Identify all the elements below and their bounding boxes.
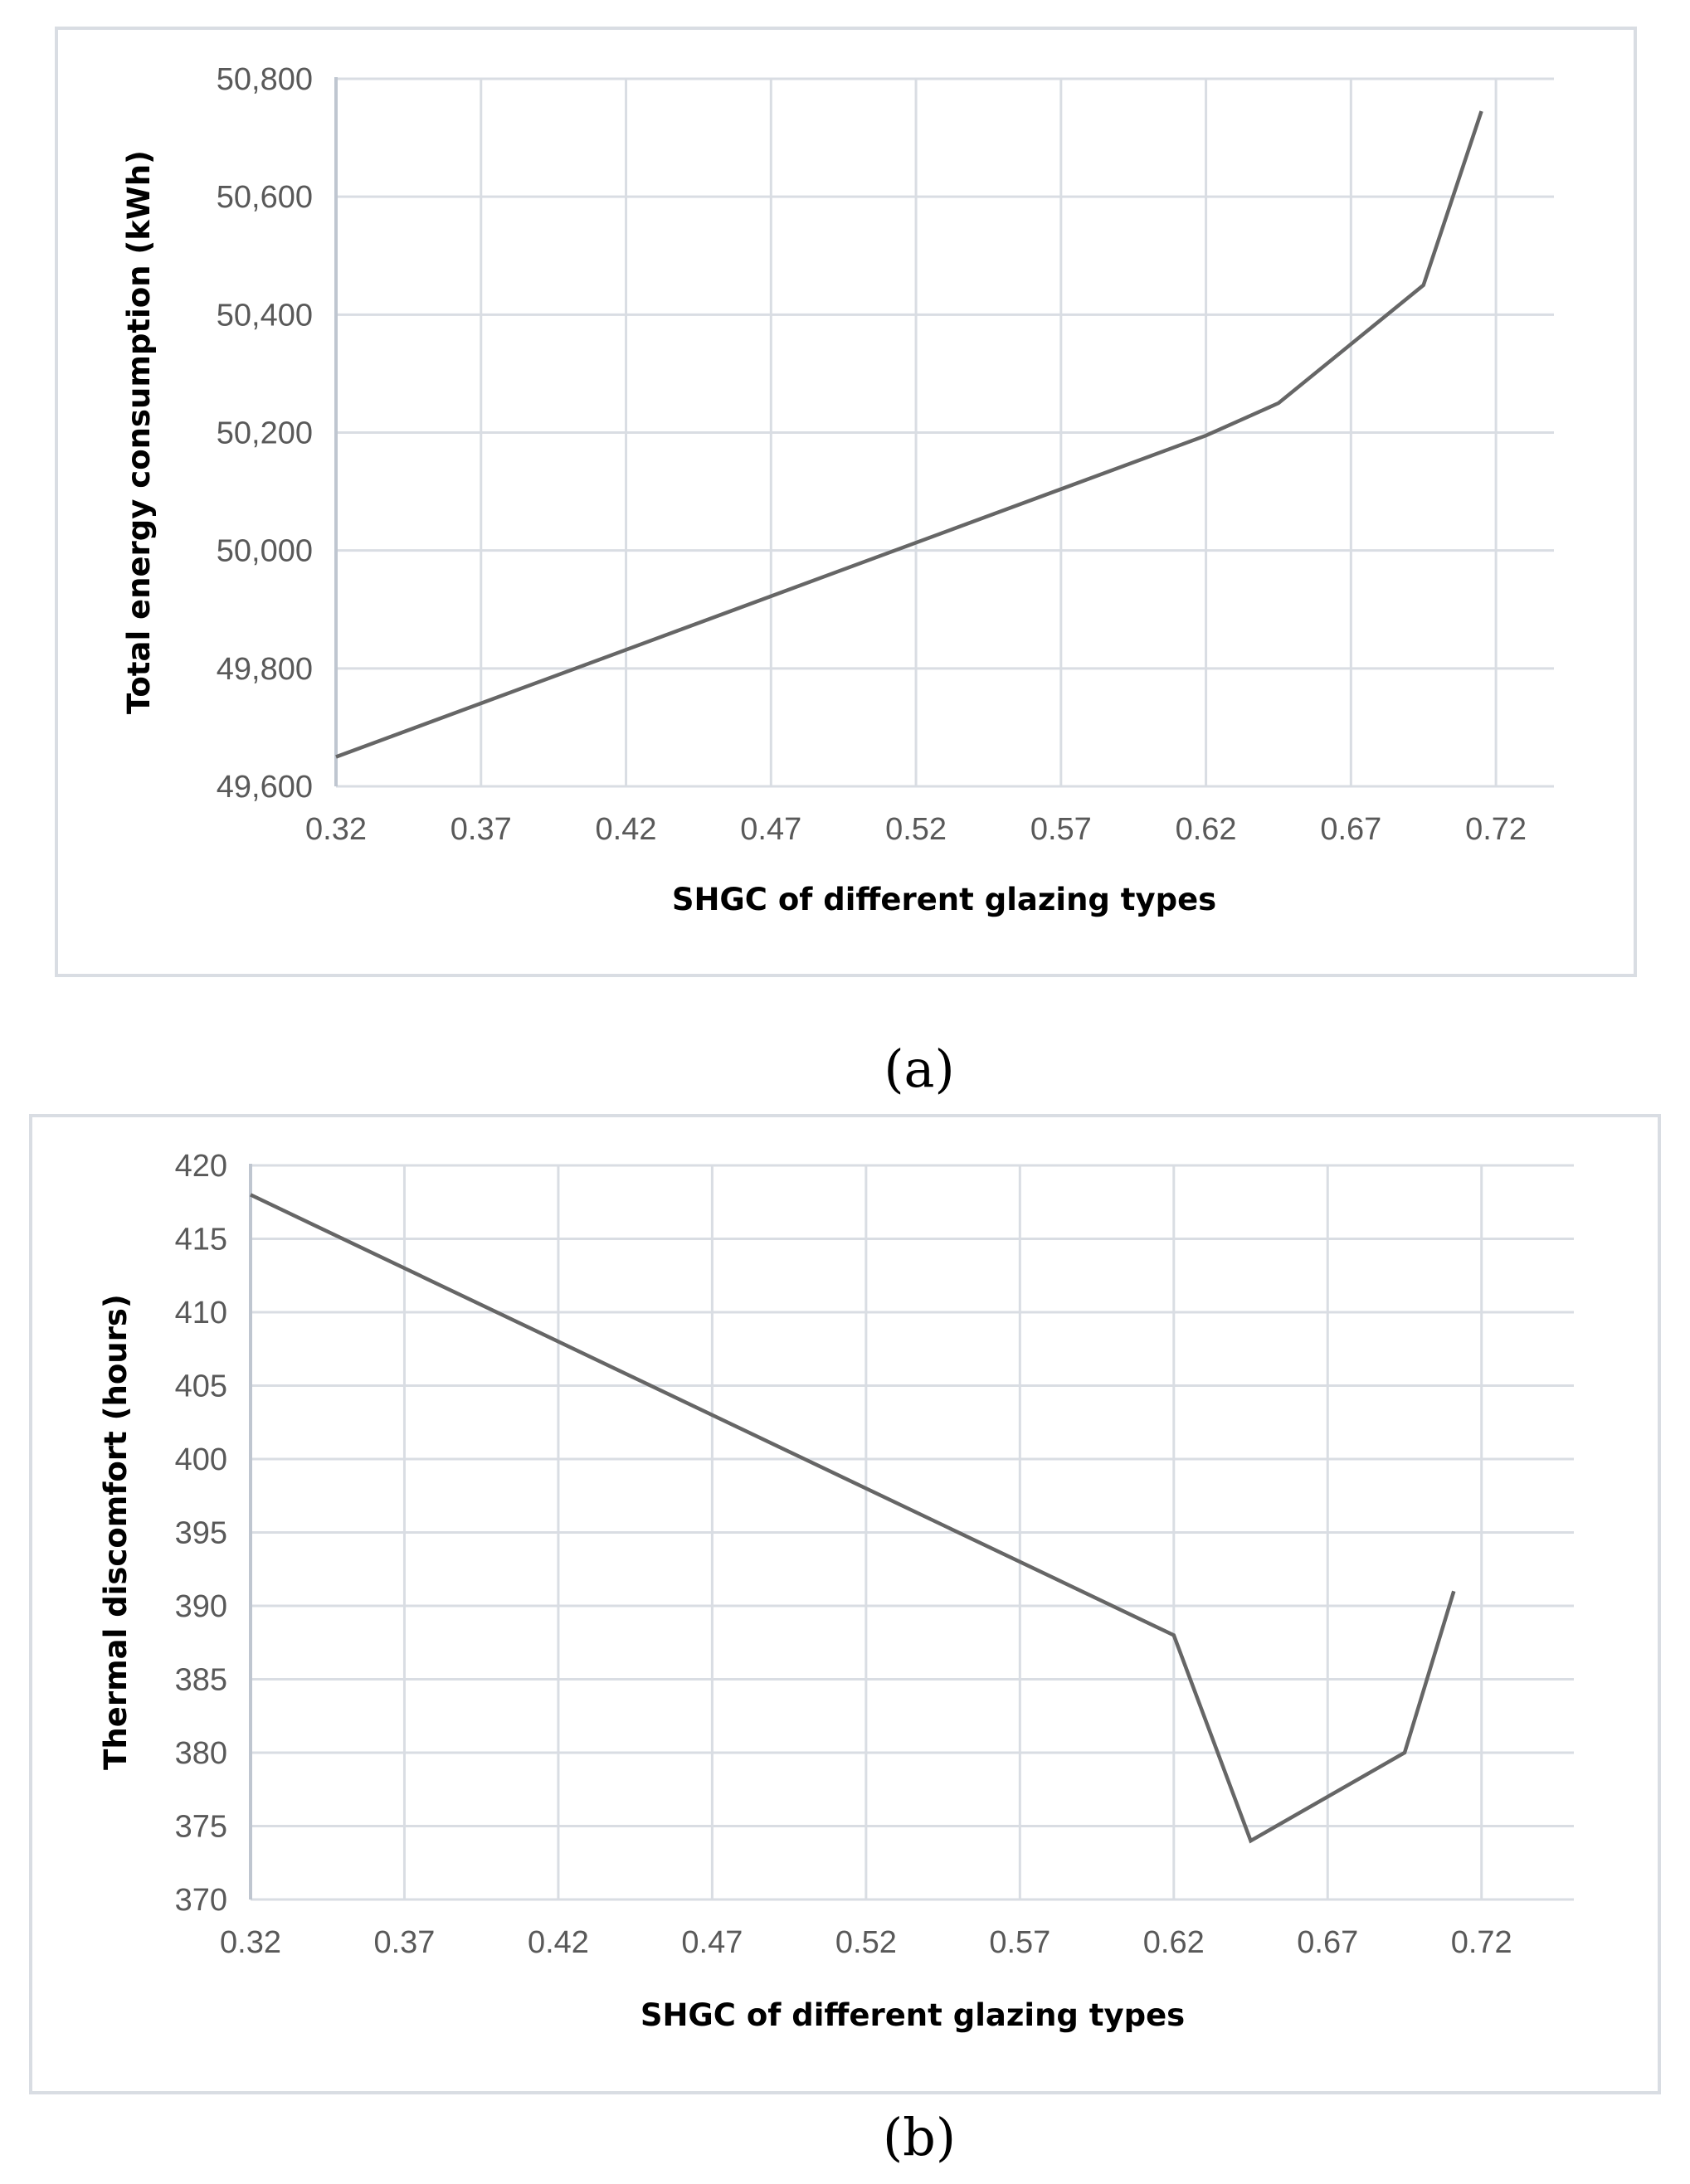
panel-caption-a: (a) <box>884 1038 955 1099</box>
chart-b-x-tick-label: 0.42 <box>528 1925 589 1960</box>
chart-b-x-tick-label: 0.67 <box>1297 1925 1358 1960</box>
chart-a-x-tick-label: 0.72 <box>1465 812 1527 847</box>
chart-b-y-tick-label: 400 <box>175 1442 227 1477</box>
chart-b-x-tick-label: 0.52 <box>835 1925 897 1960</box>
chart-a-x-tick-label: 0.67 <box>1320 812 1381 847</box>
chart-b-y-axis-title: Thermal discomfort (hours) <box>98 1294 134 1770</box>
chart-a-x-tick-label: 0.52 <box>885 812 947 847</box>
chart-b-x-axis-title: SHGC of different glazing types <box>640 1997 1185 2033</box>
chart-a-y-tick-label: 50,600 <box>217 180 313 215</box>
chart-a-x-tick-label: 0.42 <box>596 812 657 847</box>
chart-b-x-tick-label: 0.37 <box>373 1925 435 1960</box>
chart-a-frame <box>55 27 1637 977</box>
chart-a-y-tick-label: 49,800 <box>217 652 313 687</box>
chart-a-y-tick-label: 49,600 <box>217 770 313 805</box>
chart-b-y-tick-label: 405 <box>175 1369 227 1404</box>
chart-a: 49,600 49,800 50,000 50,200 50,400 50,600 50,8… <box>121 62 1554 917</box>
chart-a-y-tick-label: 50,000 <box>217 534 313 569</box>
chart-a-y-tick-label: 50,200 <box>217 416 313 451</box>
chart-b-y-tick-label: 390 <box>175 1589 227 1624</box>
chart-b-x-tick-label: 0.62 <box>1143 1925 1205 1960</box>
chart-a-x-tick-label: 0.32 <box>305 812 367 847</box>
chart-a-x-tick-label: 0.62 <box>1176 812 1237 847</box>
chart-b-frame <box>29 1114 1661 2094</box>
chart-a-x-tick-label: 0.37 <box>451 812 512 847</box>
chart-b-x-tick-label: 0.47 <box>681 1925 743 1960</box>
chart-a-y-axis-title: Total energy consumption (kWh) <box>121 150 157 714</box>
chart-b-series-line <box>250 1193 1456 1844</box>
chart-b-y-tick-label: 375 <box>175 1810 227 1845</box>
chart-b-y-tick-label: 380 <box>175 1736 227 1771</box>
panel-caption-b: (b) <box>882 2107 957 2167</box>
chart-b-y-tick-label: 370 <box>175 1883 227 1918</box>
chart-b-x-tick-label: 0.57 <box>989 1925 1050 1960</box>
chart-a-y-tick-label: 50,800 <box>217 62 313 97</box>
chart-b-y-tick-label: 415 <box>175 1223 227 1257</box>
chart-b-x-tick-label: 0.72 <box>1451 1925 1512 1960</box>
chart-b-y-tick-label: 395 <box>175 1516 227 1551</box>
chart-b-y-tick-label: 410 <box>175 1296 227 1330</box>
chart-a-y-tick-label: 50,400 <box>217 298 313 333</box>
chart-b-x-tick-label: 0.32 <box>220 1925 281 1960</box>
chart-b-y-tick-label: 420 <box>175 1149 227 1184</box>
chart-a-x-axis-title: SHGC of different glazing types <box>672 882 1216 917</box>
chart-b-y-tick-label: 385 <box>175 1663 227 1698</box>
chart-a-x-tick-label: 0.47 <box>740 812 801 847</box>
chart-a-x-tick-label: 0.57 <box>1030 812 1092 847</box>
